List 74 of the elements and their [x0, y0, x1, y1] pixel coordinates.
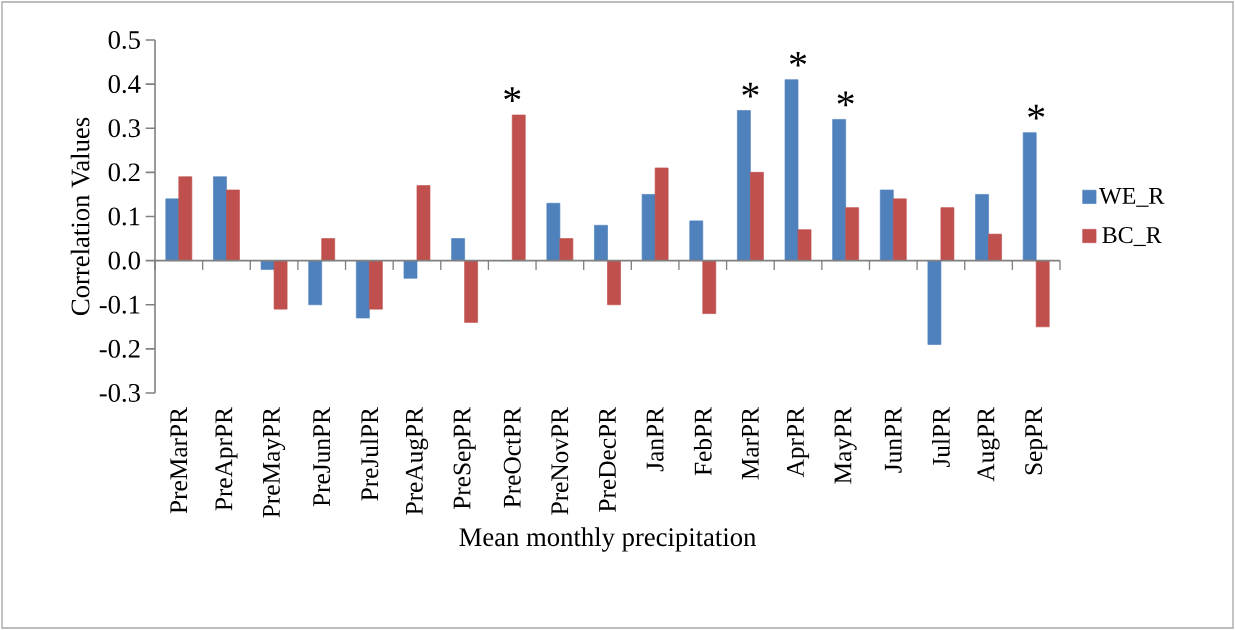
y-tick-label: 0.3	[108, 119, 140, 138]
bar	[178, 176, 193, 261]
bar	[607, 260, 621, 306]
x-tick-label: MayPR	[834, 407, 857, 484]
bar	[511, 114, 526, 261]
bar	[451, 238, 465, 261]
bar	[750, 172, 764, 261]
x-tick-label: PreMayPR	[263, 407, 286, 518]
y-tick-label: 0.1	[108, 207, 140, 226]
y-tick-label: -0.1	[99, 295, 140, 314]
y-tick-label: 0.4	[108, 75, 141, 94]
legend-label: BC_R	[1102, 227, 1162, 247]
x-tick-label: JunPR	[884, 407, 902, 473]
x-tick-label: AprPR	[786, 407, 810, 478]
bar	[927, 260, 942, 345]
x-tick-label: PreMarPR	[170, 407, 188, 514]
bar	[641, 194, 656, 261]
x-tick-label: PreJunPR	[313, 407, 331, 507]
y-tick-label: 0.5	[108, 30, 140, 50]
bar	[797, 229, 812, 261]
x-tick-label: MarPR	[741, 407, 759, 480]
bar	[403, 260, 418, 279]
x-tick-label: PreOctPR	[503, 407, 521, 508]
bar	[654, 167, 669, 261]
bar	[975, 194, 989, 261]
bar	[1035, 260, 1050, 328]
bar	[226, 189, 240, 261]
bar	[594, 224, 608, 261]
bar	[546, 202, 561, 261]
bar	[369, 260, 383, 310]
x-tick-label: JulPR	[932, 407, 950, 468]
bar	[559, 238, 574, 261]
y-tick-label: 0.2	[108, 163, 140, 182]
x-tick-label: SepPR	[1025, 407, 1048, 475]
y-tick-label: -0.2	[99, 339, 140, 358]
bar	[273, 260, 288, 310]
bar	[689, 220, 704, 261]
legend-label: WE_R	[1099, 188, 1165, 207]
x-tick-label: PreJulPR	[360, 407, 379, 501]
bar	[321, 238, 336, 261]
bar	[260, 260, 275, 270]
x-tick-label: PreAugPR	[405, 407, 429, 515]
bar	[464, 260, 478, 323]
x-tick-label: PreAprPR	[215, 407, 238, 511]
annotation: *	[1028, 104, 1045, 120]
x-tick-label: FebPR	[693, 407, 712, 476]
bar	[784, 79, 799, 261]
bar	[845, 207, 859, 261]
bar	[308, 260, 323, 306]
bar	[1022, 132, 1037, 261]
bar	[892, 198, 907, 261]
x-tick-label: JanPR	[646, 407, 664, 472]
bar	[832, 119, 846, 261]
annotation: *	[789, 51, 807, 67]
bar	[940, 207, 955, 261]
x-tick-label: AugPR	[977, 407, 1000, 482]
x-tick-label: PreNovPR	[551, 407, 569, 515]
bar	[213, 176, 227, 261]
bar	[165, 198, 180, 261]
y-axis-title: Correlation Values	[70, 117, 90, 315]
y-tick-label: 0.0	[108, 251, 140, 270]
x-tick-label: PreSepPR	[453, 407, 476, 510]
annotation: *	[837, 91, 854, 107]
bar	[356, 260, 370, 319]
bar	[737, 110, 751, 261]
bar	[988, 233, 1002, 261]
bar	[702, 260, 717, 314]
y-tick-label: -0.3	[99, 383, 140, 403]
annotation: *	[504, 87, 521, 102]
bar	[879, 189, 894, 261]
x-axis-title: Mean monthly precipitation	[459, 527, 756, 552]
annotation: *	[742, 82, 759, 98]
x-tick-label: PreDecPR	[599, 407, 616, 512]
bar	[416, 185, 431, 261]
